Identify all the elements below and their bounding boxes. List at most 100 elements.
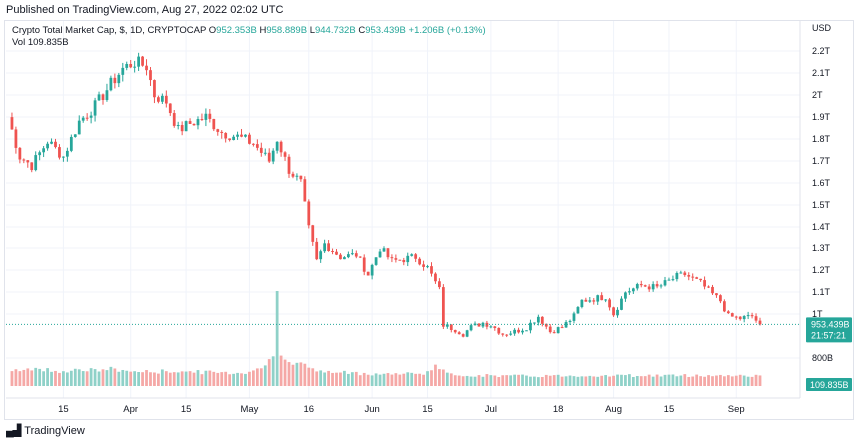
- volume-bar: [592, 376, 596, 386]
- volume-bar: [616, 374, 619, 386]
- candle-body: [707, 286, 710, 288]
- volume-bar: [608, 376, 611, 386]
- volume-value: 109.835B: [27, 37, 69, 48]
- volume-bar: [434, 364, 437, 386]
- volume-bar: [750, 376, 754, 386]
- candle-body: [50, 141, 53, 144]
- volume-bar: [552, 375, 556, 386]
- open-label: O: [208, 25, 217, 36]
- candle-body: [489, 326, 493, 328]
- candle-body: [394, 258, 398, 260]
- volume-bar: [449, 373, 453, 386]
- candle-body: [93, 100, 97, 116]
- high-label: H: [259, 25, 267, 36]
- time-tick-label: Sep: [728, 404, 745, 415]
- volume-bars: [10, 291, 762, 386]
- price-tick-label: 2.1T: [812, 68, 831, 78]
- volume-bar: [477, 375, 481, 386]
- legend-row: Crypto Total Market Cap, $, 1D, CRYPTOCA…: [12, 25, 486, 37]
- candle-body: [18, 147, 22, 160]
- candle-body: [386, 248, 390, 258]
- candle-body: [643, 285, 647, 287]
- volume-bar: [220, 372, 224, 386]
- candle-body: [402, 259, 406, 263]
- candle-body: [691, 276, 695, 278]
- volume-bar: [204, 370, 208, 386]
- volume-bar: [406, 372, 410, 386]
- volume-bar: [556, 374, 560, 386]
- close-value: 953.439B: [365, 25, 406, 36]
- volume-bar: [188, 371, 192, 386]
- volume-bar: [560, 376, 564, 386]
- volume-bar: [398, 374, 402, 386]
- volume-bar: [663, 374, 667, 386]
- candle-body: [461, 334, 465, 337]
- price-tick-label: 1T: [812, 309, 823, 319]
- volume-bar: [164, 371, 168, 386]
- candle-body: [663, 280, 667, 286]
- time-tick-label: 15: [664, 404, 675, 415]
- candle-body: [339, 254, 342, 260]
- brand-name[interactable]: TradingView: [24, 424, 85, 437]
- volume-bar: [366, 374, 370, 386]
- candle-body: [576, 307, 580, 314]
- candle-body: [101, 94, 105, 101]
- candle-body: [493, 326, 497, 329]
- volume-bar: [22, 369, 26, 386]
- volume-bar: [509, 375, 513, 386]
- volume-bar: [707, 375, 710, 386]
- volume-bar: [410, 372, 414, 386]
- volume-bar: [200, 374, 204, 386]
- candle-body: [323, 243, 327, 252]
- candle-body: [544, 323, 548, 327]
- volume-bar: [109, 366, 113, 386]
- volume-bar: [358, 375, 362, 386]
- candle-body: [275, 141, 279, 151]
- volume-bar: [275, 291, 279, 386]
- candle-body: [600, 295, 604, 301]
- tradingview-logo-icon[interactable]: ▄▟: [6, 425, 21, 437]
- candle-body: [540, 316, 544, 324]
- candle-body: [157, 97, 160, 102]
- candle-body: [667, 279, 671, 281]
- volume-bar: [572, 376, 576, 386]
- candle-body: [184, 121, 188, 132]
- volume-bar: [30, 370, 34, 386]
- volume-bar: [10, 371, 14, 386]
- volume-bar: [299, 362, 303, 386]
- volume-bar: [303, 363, 307, 386]
- volume-bar: [679, 375, 683, 386]
- volume-bar: [620, 374, 623, 386]
- volume-bar: [722, 376, 726, 386]
- candle-body: [117, 74, 121, 84]
- symbol-title[interactable]: Crypto Total Market Cap, $, 1D, CRYPTOCA…: [12, 25, 207, 36]
- candle-body: [703, 280, 706, 287]
- volume-bar: [390, 374, 394, 386]
- candle-body: [548, 326, 552, 333]
- volume-bar: [85, 371, 89, 386]
- volume-bar: [386, 373, 390, 386]
- candle-body: [683, 272, 687, 276]
- candle-body: [438, 281, 441, 288]
- candle-body: [271, 150, 275, 162]
- candle-body: [497, 328, 501, 334]
- volume-bar: [192, 372, 196, 386]
- volume-bar: [65, 372, 69, 386]
- candle-body: [533, 322, 536, 324]
- time-tick-label: 16: [304, 404, 315, 415]
- close-label: C: [358, 25, 366, 36]
- volume-bar: [180, 371, 184, 386]
- volume-bar: [659, 376, 663, 386]
- low-value: 944.732B: [314, 25, 356, 36]
- volume-bar: [548, 375, 552, 386]
- volume-bar: [671, 374, 675, 386]
- candle-body: [26, 160, 30, 163]
- candle-body: [536, 316, 540, 323]
- candle-body: [350, 253, 354, 255]
- candle-body: [560, 327, 564, 329]
- volume-bar: [160, 369, 164, 386]
- volume-bar: [647, 374, 651, 386]
- candle-body: [366, 271, 370, 276]
- volume-bar: [438, 369, 441, 386]
